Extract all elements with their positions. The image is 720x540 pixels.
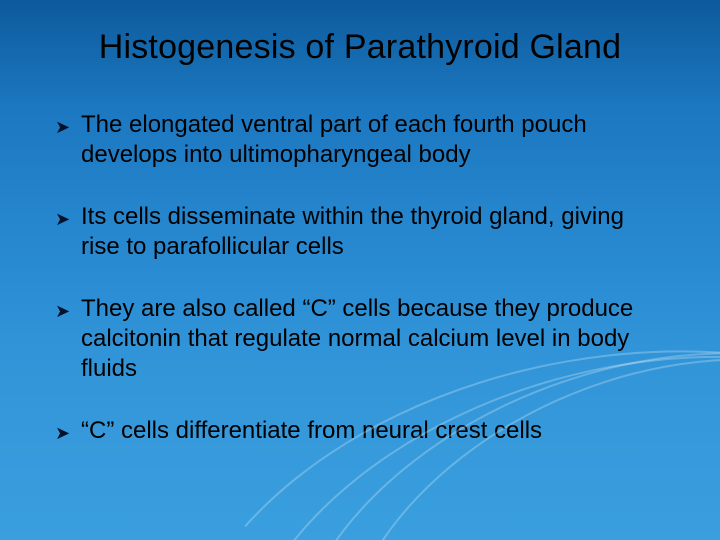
bullet-text: Its cells disseminate within the thyroid… [81,202,665,262]
bullet-arrow-icon: ➤ [55,202,81,234]
slide: Histogenesis of Parathyroid Gland ➤ The … [0,0,720,540]
bullet-arrow-icon: ➤ [55,294,81,326]
slide-title: Histogenesis of Parathyroid Gland [0,28,720,67]
bullet-arrow-icon: ➤ [55,416,81,448]
bullet-item: ➤ The elongated ventral part of each fou… [55,110,665,170]
bullet-item: ➤ Its cells disseminate within the thyro… [55,202,665,262]
bullet-arrow-icon: ➤ [55,110,81,142]
bullet-text: The elongated ventral part of each fourt… [81,110,665,170]
